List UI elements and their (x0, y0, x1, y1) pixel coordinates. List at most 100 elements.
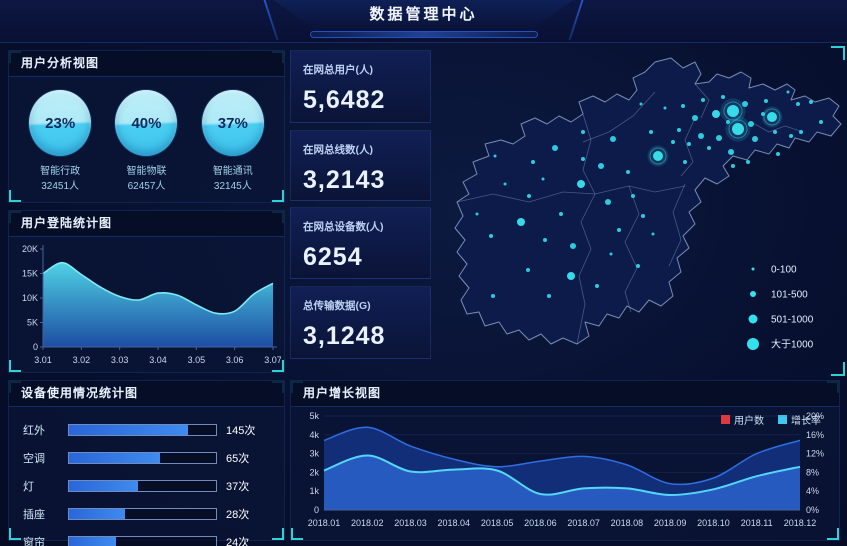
gauge-label: 智能通讯 32145人 (212, 166, 253, 192)
gauge: 40% 智能物联 62457人 (106, 90, 186, 194)
device-bar-value: 28次 (226, 509, 250, 521)
device-bar-row: 插座 28次 (9, 503, 284, 525)
device-bar-value: 65次 (226, 453, 250, 465)
svg-text:2018.08: 2018.08 (611, 518, 644, 528)
svg-text:2018.09: 2018.09 (654, 518, 687, 528)
device-bar-fill (69, 509, 125, 519)
legend-swatch (721, 415, 730, 424)
stat-card: 在网总用户(人) 5,6482 (290, 50, 431, 123)
svg-text:2018.06: 2018.06 (524, 518, 557, 528)
device-bar-track (68, 480, 217, 492)
growth-area-chart: 0 0% 1k 4% 2k 8% 3k 12% 4k 16% 5k 20% 2018.01 2018.02… (308, 411, 824, 528)
svg-text:3.05: 3.05 (188, 355, 206, 365)
gauge-circle: 40% (115, 90, 178, 156)
gauge-count: 32451人 (41, 181, 80, 192)
device-bar-track (68, 452, 217, 464)
svg-text:2018.07: 2018.07 (567, 518, 600, 528)
device-bar-track (68, 536, 217, 546)
svg-text:3.07: 3.07 (264, 355, 281, 365)
svg-text:10K: 10K (22, 293, 38, 303)
svg-text:2k: 2k (309, 467, 319, 477)
gauge: 37% 智能通讯 32145人 (193, 90, 273, 194)
device-bar-label: 空调 (23, 453, 45, 465)
svg-text:1k: 1k (309, 486, 319, 496)
growth-chart-legend: 用户数 增长率 (721, 412, 821, 427)
device-bar-track (68, 508, 217, 520)
stat-value: 3,1248 (303, 322, 386, 350)
device-bar-fill (69, 425, 189, 435)
panel-user-analysis: 用户分析视图 23% 智能行政 32451人 40% 智能物联 62457人 37% 智能通讯… (8, 50, 285, 203)
panel-login-stats: 用户登陆统计图 0 5K 10K 15K 20K 3.01 3.02 3.03 3.04 3.05… (8, 210, 285, 373)
login-area-chart: 0 5K 10K 15K 20K 3.01 3.02 3.03 3.04 3.05 3.06 3.07 (22, 244, 281, 365)
svg-text:2018.10: 2018.10 (697, 518, 730, 528)
device-bar-row: 灯 37次 (9, 475, 284, 497)
stat-label: 在网总线数(人) (303, 144, 373, 156)
device-bar-fill (69, 481, 139, 491)
legend-item[interactable]: 用户数 (721, 412, 764, 427)
svg-text:0%: 0% (806, 505, 819, 515)
panel-device-usage: 设备使用情况统计图 红外 145次空调 65次灯 37次插座 28次窗帘 24次 (8, 380, 285, 546)
svg-text:2018.04: 2018.04 (438, 518, 471, 528)
device-bar-label: 窗帘 (23, 537, 45, 546)
map-corner-brackets (831, 46, 845, 376)
legend-swatch (778, 415, 787, 424)
panel-user-analysis-title: 用户分析视图 (9, 51, 284, 77)
svg-text:0-100: 0-100 (771, 265, 797, 276)
header-band: 数据管理中心 (0, 0, 847, 43)
stat-card: 总传输数据(G) 3,1248 (290, 286, 431, 359)
svg-text:3k: 3k (309, 449, 319, 459)
device-bar-track (68, 424, 217, 436)
gauge-count: 32145人 (213, 181, 252, 192)
stat-value: 6254 (303, 243, 363, 271)
svg-text:3.04: 3.04 (149, 355, 167, 365)
panel-user-growth-title: 用户增长视图 (291, 381, 839, 407)
device-bar-value: 24次 (226, 537, 250, 546)
stat-card: 在网总设备数(人) 6254 (290, 207, 431, 279)
svg-text:12%: 12% (806, 449, 824, 459)
map-bubble-layer (475, 90, 823, 298)
device-bar-row: 空调 65次 (9, 447, 284, 469)
header-slash-right (568, 0, 584, 40)
svg-text:15K: 15K (22, 269, 38, 279)
legend-item[interactable]: 增长率 (778, 412, 821, 427)
svg-text:0: 0 (314, 505, 319, 515)
svg-text:2018.03: 2018.03 (394, 518, 427, 528)
svg-text:2018.02: 2018.02 (351, 518, 384, 528)
device-bar-fill (69, 537, 117, 546)
gauge: 23% 智能行政 32451人 (20, 90, 100, 194)
panel-device-usage-title: 设备使用情况统计图 (9, 381, 284, 407)
map-internal-borders (456, 83, 804, 345)
svg-text:4%: 4% (806, 486, 819, 496)
map-region: 0-100 101-500 501-1000 大于1000 (433, 44, 847, 378)
svg-text:2018.11: 2018.11 (741, 518, 773, 528)
svg-text:大于1000: 大于1000 (771, 338, 814, 351)
map-legend: 0-100 101-500 501-1000 大于1000 (747, 265, 814, 351)
device-bar-label: 灯 (23, 481, 34, 493)
panel-login-stats-title: 用户登陆统计图 (9, 211, 284, 237)
svg-text:16%: 16% (806, 430, 824, 440)
svg-text:5K: 5K (27, 318, 38, 328)
svg-text:101-500: 101-500 (771, 290, 808, 301)
device-bar-fill (69, 453, 161, 463)
stat-label: 在网总设备数(人) (303, 221, 384, 233)
device-bar-label: 红外 (23, 425, 45, 437)
legend-label: 增长率 (791, 416, 821, 427)
svg-text:2018.01: 2018.01 (308, 518, 341, 528)
device-bar-row: 红外 145次 (9, 419, 284, 441)
gauge-label: 智能物联 62457人 (126, 166, 167, 192)
device-bar-value: 145次 (226, 425, 256, 437)
svg-text:4k: 4k (309, 430, 319, 440)
gauge-circle: 23% (29, 90, 92, 156)
stat-label: 在网总用户(人) (303, 64, 373, 76)
svg-text:3.03: 3.03 (111, 355, 129, 365)
device-bar-value: 37次 (226, 481, 250, 493)
gauge-circle: 37% (201, 90, 264, 156)
gauge-label: 智能行政 32451人 (40, 166, 81, 192)
device-bar-label: 插座 (23, 509, 45, 521)
stat-card: 在网总线数(人) 3,2143 (290, 130, 431, 201)
header-title-plate: 数据管理中心 (273, 0, 574, 30)
header-underline (309, 31, 538, 38)
svg-text:5k: 5k (309, 411, 319, 421)
svg-text:0: 0 (33, 342, 38, 352)
